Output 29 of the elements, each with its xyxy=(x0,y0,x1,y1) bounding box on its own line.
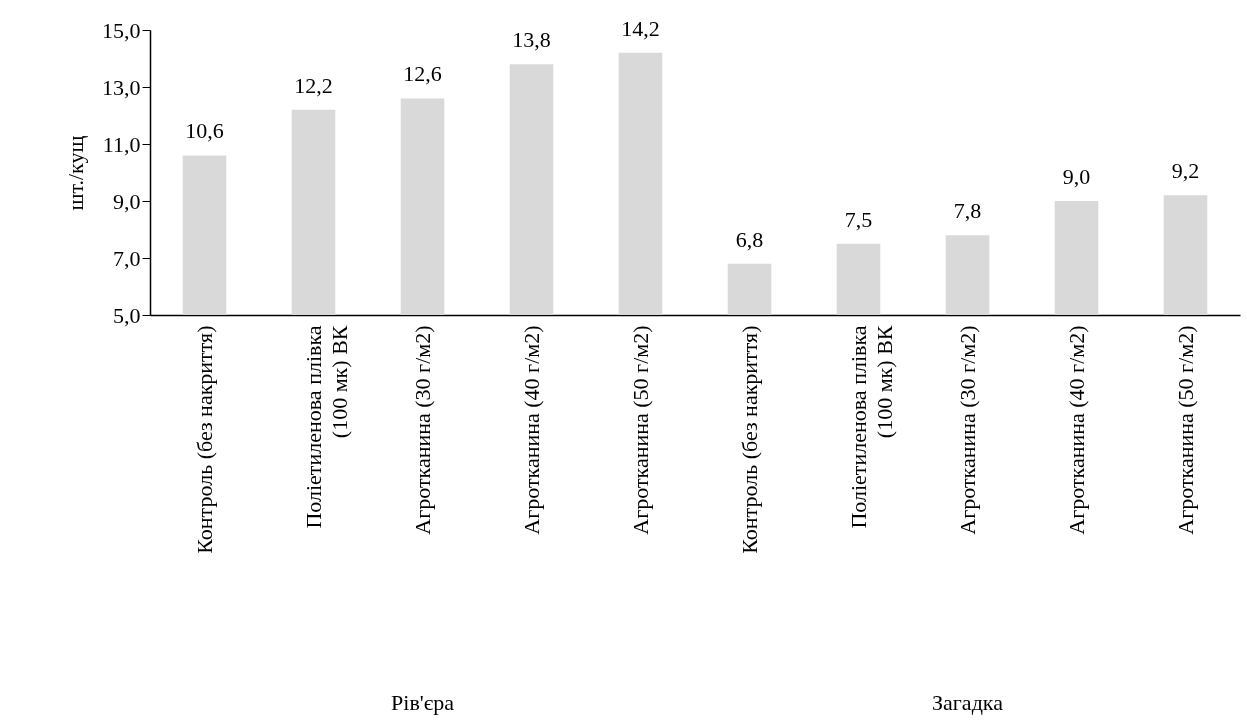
y-axis-title: шт./кущ xyxy=(63,135,88,211)
data-label: 10,6 xyxy=(185,118,224,144)
text: Рів'єра xyxy=(391,690,455,715)
y-tick-label: 7,0 xyxy=(113,245,141,271)
x-tick-label: Агротканина (40 г/м2) xyxy=(1063,325,1089,535)
data-label: 12,6 xyxy=(403,61,442,87)
data-label: 9,0 xyxy=(1062,164,1091,189)
x-tick-label: Поліетиленова плівка (100 мк) ВК xyxy=(300,325,352,529)
y-tick-label: 5,0 xyxy=(113,302,141,328)
x-tick-label: Контроль (без накриття) xyxy=(736,325,762,554)
x-tick-label: Агротканина (30 г/м2) xyxy=(954,325,980,535)
x-tick-label: Контроль (без накриття) xyxy=(191,325,217,554)
y-tick-label: 9,0 xyxy=(113,188,141,214)
data-label: 7,5 xyxy=(844,206,873,232)
data-label: 6,8 xyxy=(735,226,764,252)
data-label: 14,2 xyxy=(621,15,660,41)
x-tick-label: Агротканина (40 г/м2) xyxy=(518,325,544,535)
y-tick-label: 13,0 xyxy=(102,74,141,100)
data-label: 7,8 xyxy=(953,198,982,224)
x-tick-label: Агротканина (30 г/м2) xyxy=(409,325,435,535)
x-tick-label: Агротканина (50 г/м2) xyxy=(627,325,653,535)
x-tick-label: Поліетиленова плівка (100 мк) ВК xyxy=(845,325,897,529)
y-tick-label: 11,0 xyxy=(102,131,141,157)
data-label: 12,2 xyxy=(294,72,333,98)
x-tick-label: Агротканина (50 г/м2) xyxy=(1172,325,1198,535)
y-tick-label: 15,0 xyxy=(102,17,141,43)
data-label: 13,8 xyxy=(512,27,551,53)
text: Загадка xyxy=(932,690,1004,715)
data-label: 9,2 xyxy=(1171,158,1200,184)
